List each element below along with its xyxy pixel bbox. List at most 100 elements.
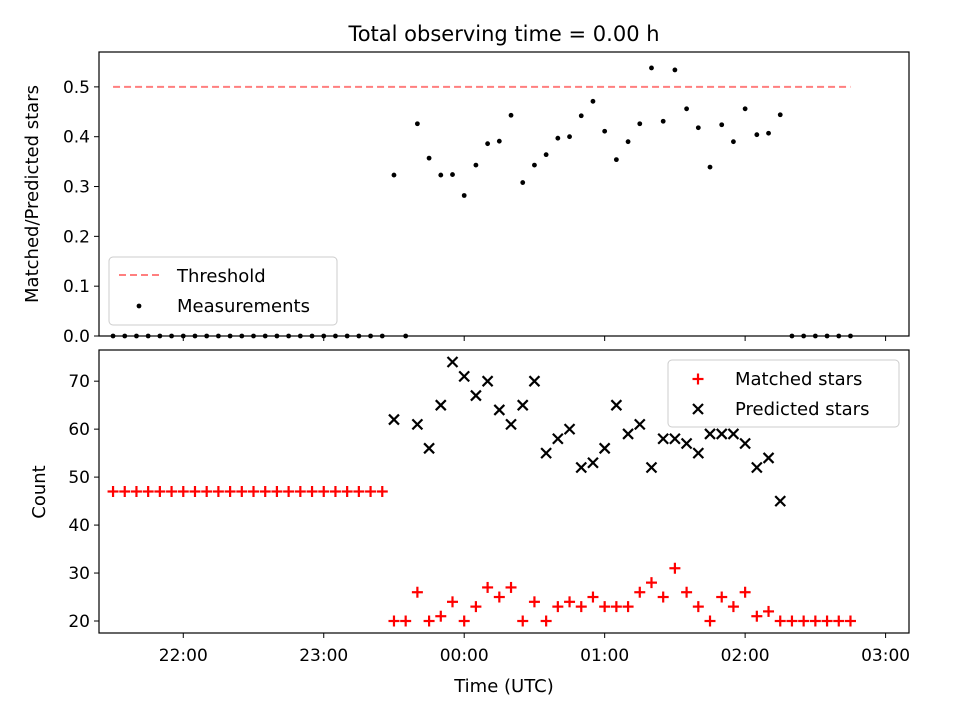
predicted-star-point [446,356,459,368]
matched-star-point [400,615,412,627]
ratio-panel: 0.0 0.1 0.2 0.3 0.4 0.5 Threshold Measurements [63,51,910,347]
measurement-point [684,106,690,112]
predicted-star-point [493,404,506,416]
matched-star-point [458,615,470,627]
matched-star-point [774,615,786,627]
measurement-point [520,180,526,185]
matched-star-point [739,586,751,598]
plot-frame-top [98,51,910,337]
matched-star-point [130,486,142,497]
predicted-star-point [528,375,541,387]
plot-frame-bottom [98,349,910,634]
measurement-point [719,122,725,128]
matched-star-point [610,601,622,613]
matched-star-point [435,610,447,622]
predicted-star-point [598,442,611,455]
predicted-star-point [692,447,705,459]
matched-star-point [306,486,318,497]
matched-star-point [528,596,540,608]
matched-star-point [763,605,775,617]
matched-star-point [692,601,704,613]
matched-star-point [798,615,810,627]
y-axis-label-top: Matched/Predicted stars [22,85,43,303]
measurement-point [731,139,736,145]
matched-star-point [341,486,353,497]
matched-star-point [271,486,283,497]
predicted-star-point [610,399,623,411]
predicted-star-point [727,428,740,440]
predicted-star-point [435,399,447,411]
predicted-star-point [645,461,658,474]
matched-star-point [318,486,330,497]
matched-star-point [388,615,400,627]
predicted-star-point [774,495,787,507]
matched-star-point [681,586,693,598]
legend-predicted-label: Predicted stars [735,399,869,420]
matched-star-point [575,601,587,613]
measurement-point [391,172,397,178]
matched-star-point [470,601,482,613]
matched-star-point [411,586,423,598]
measurement-point [555,135,561,141]
matched-star-point [107,486,119,497]
matched-star-point [669,562,681,574]
matched-star-point [493,591,505,603]
measurement-point [578,113,584,119]
matched-star-point [645,577,657,589]
matched-star-point [821,615,833,627]
matched-star-point [224,486,236,497]
legend-predicted-swatch [692,403,704,415]
measurement-point [637,121,643,127]
predicted-star-point [470,389,482,402]
x-axis-label: Time (UTC) [453,676,554,697]
matched-star-point [844,615,856,627]
y-tick-label-bottom: 50 [68,468,90,488]
matched-star-point [376,486,388,497]
legend-threshold-label: Threshold [176,266,266,287]
legend-top: Threshold Measurements [108,256,338,326]
y-tick-label-bottom: 20 [68,612,90,632]
measurement-point [602,128,608,134]
measurement-point [532,162,537,168]
matched-star-point [142,486,154,497]
measurement-point [777,112,783,118]
matched-star-point [446,596,458,608]
predicted-star-point [552,432,564,445]
y-tick-label-bottom: 60 [68,420,90,440]
x-tick-label: 23:00 [299,646,348,666]
legend-matched-swatch [692,373,704,385]
matched-star-point [248,486,260,497]
measurement-point [496,138,502,144]
legend-measurements-label: Measurements [177,296,310,317]
predicted-star-point [423,442,435,455]
matched-star-point [177,486,189,497]
chart-title: Total observing time = 0.00 h [347,22,659,46]
x-tick-label: 22:00 [159,646,208,666]
measurement-point [485,141,491,147]
measurement-point [414,121,420,127]
matched-star-point [201,486,213,497]
predicted-star-point [540,447,552,459]
x-tick-label: 01:00 [580,646,629,666]
y-tick-label-top: 0.4 [63,128,90,148]
y-tick-label-bottom: 30 [68,564,90,584]
matched-star-point [657,591,669,603]
measurement-point [695,125,701,131]
x-tick-label: 03:00 [861,646,910,666]
matched-star-point [552,601,564,613]
predicted-star-point [669,432,681,445]
matched-star-point [517,615,529,627]
predicted-star-point [680,437,693,450]
matched-star-point [786,615,798,627]
measurement-point [625,139,631,145]
y-tick-label-top: 0.3 [63,178,90,198]
measurement-point [508,112,514,118]
matched-star-point [634,586,646,598]
measurement-point [473,162,479,168]
predicted-star-point [704,428,716,440]
matched-star-point [294,486,306,497]
measurement-point [438,172,444,178]
matched-star-point [564,596,576,608]
predicted-star-point [575,461,588,474]
